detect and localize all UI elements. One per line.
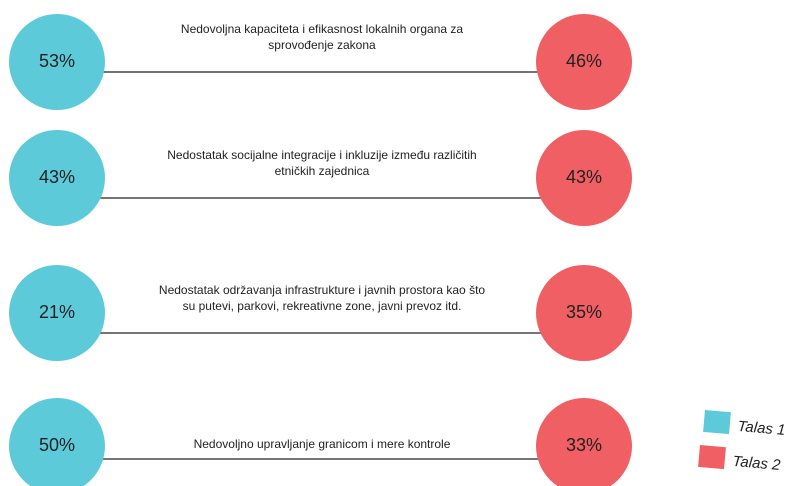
wave-2-value: 43%: [566, 167, 602, 187]
wave-2-circle: [536, 398, 632, 486]
wave-1-circle: [9, 398, 105, 486]
legend-item: Talas 1: [703, 410, 786, 439]
wave-2-circle: [536, 14, 632, 110]
wave-2-value: 46%: [566, 51, 602, 71]
wave-1-circle: [9, 14, 105, 110]
row-label: Nedostatak socijalne integracije i inklu…: [167, 148, 476, 162]
legend-swatch: [703, 410, 731, 435]
wave-1-circle: [9, 265, 105, 361]
row-label: Nedovoljno upravljanje granicom i mere k…: [194, 437, 451, 451]
legend-item: Talas 2: [698, 445, 782, 474]
wave-1-value: 21%: [39, 302, 75, 322]
wave-1-value: 50%: [39, 435, 75, 455]
row-label: etničkih zajednica: [275, 164, 370, 178]
row-label: sprovođenje zakona: [268, 38, 376, 52]
wave-2-value: 35%: [566, 302, 602, 322]
wave-2-value: 33%: [566, 435, 602, 455]
legend-label: Talas 2: [732, 453, 782, 474]
wave-1-value: 43%: [39, 167, 75, 187]
row-label: Nedovoljna kapaciteta i efikasnost lokal…: [181, 22, 464, 36]
legend-label: Talas 1: [737, 418, 786, 439]
wave-2-circle: [536, 130, 632, 226]
wave-1-value: 53%: [39, 51, 75, 71]
wave-1-circle: [9, 130, 105, 226]
legend-swatch: [698, 445, 726, 470]
row-label: su putevi, parkovi, rekreativne zone, ja…: [183, 299, 462, 313]
row-label: Nedostatak održavanja infrastrukture i j…: [159, 283, 485, 297]
wave-2-circle: [536, 265, 632, 361]
